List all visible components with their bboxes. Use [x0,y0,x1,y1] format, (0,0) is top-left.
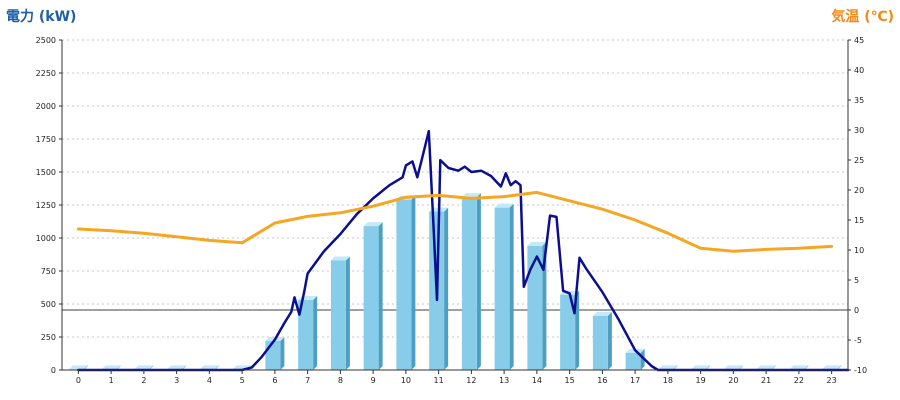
left-axis-tick-label: 0 [51,366,56,375]
left-axis-tick-label: 2500 [36,36,56,45]
x-axis-tick-label: 1 [109,376,114,385]
bar-top [527,241,547,246]
x-axis-tick-label: 17 [630,376,640,385]
bar-top [199,365,219,370]
x-axis-tick-label: 12 [466,376,476,385]
x-axis-tick-label: 10 [401,376,411,385]
left-axis-tick-label: 250 [41,333,56,342]
grid-layer [62,39,848,338]
bar-side [378,222,383,370]
bar-side [411,195,416,370]
bar [560,294,576,370]
bar [363,226,379,370]
bar-top [134,365,154,370]
bar [396,199,412,370]
right-axis-tick-label: -10 [854,366,867,375]
left-axis-tick-label: 1750 [36,135,56,144]
bar [592,315,608,370]
bar [265,340,281,370]
x-axis-tick-label: 4 [207,376,212,385]
x-axis-tick-label: 21 [761,376,771,385]
power-line [77,129,850,372]
bar-top [461,193,481,198]
bar [494,207,510,370]
left-axis-tick-label: 500 [41,300,56,309]
temperature-line [76,190,834,253]
x-axis-tick-label: 11 [434,376,444,385]
bar-top [658,365,678,370]
bar-side [345,256,350,370]
right-axis-tick-label: 25 [854,156,864,165]
left-axis-tick-label: 2250 [36,69,56,78]
bar-top [691,365,711,370]
bar-series [68,193,842,371]
bar-side [313,296,318,370]
x-axis-tick-label: 23 [827,376,837,385]
bar-top [494,203,514,208]
x-axis-tick-label: 22 [794,376,804,385]
x-axis-tick-label: 0 [76,376,81,385]
axes: 02505007501000125015001750200022502500-1… [36,36,867,385]
bar-top [789,365,809,370]
bar-top [363,222,383,227]
x-axis-tick-label: 8 [338,376,343,385]
bar-top [68,365,88,370]
bar-side [542,241,547,370]
x-axis-tick-label: 20 [728,376,738,385]
bar [298,300,314,370]
left-axis-tick-label: 2000 [36,102,56,111]
bar-side [575,290,580,370]
bar [461,197,477,370]
x-axis-tick-label: 13 [499,376,509,385]
bar [527,245,543,370]
x-axis-tick-label: 2 [141,376,146,385]
line-series [76,129,850,372]
bar-side [607,311,612,370]
x-axis-tick-label: 15 [565,376,575,385]
right-axis-tick-label: 45 [854,36,864,45]
left-axis-title: 電力 (kW) [6,8,76,25]
bar-side [476,193,481,370]
bar [625,352,641,370]
x-axis-tick-label: 14 [532,376,542,385]
bar-side [444,207,449,370]
bar-side [280,336,285,370]
right-axis-tick-label: -5 [854,336,862,345]
x-axis-tick-label: 3 [174,376,179,385]
left-axis-tick-label: 1000 [36,234,56,243]
right-axis-tick-label: 30 [854,126,864,135]
bar-top [101,365,121,370]
x-axis-tick-label: 18 [663,376,673,385]
right-axis-tick-label: 35 [854,96,864,105]
bar-side [640,348,645,370]
right-axis-tick-label: 5 [854,276,859,285]
x-axis-tick-label: 19 [696,376,706,385]
left-axis-tick-label: 750 [41,267,56,276]
bar-top [822,365,842,370]
right-axis-tick-label: 40 [854,66,864,75]
bar-top [756,365,776,370]
bar-top [330,256,350,261]
x-axis-tick-label: 9 [371,376,376,385]
x-axis-tick-label: 6 [272,376,277,385]
x-axis-tick-label: 7 [305,376,310,385]
right-axis-tick-label: 0 [854,306,859,315]
bar-side [509,203,514,370]
right-axis-tick-label: 20 [854,186,864,195]
right-axis-title: 気温 (℃) [831,8,894,25]
bar-top [723,365,743,370]
bar-top [167,365,187,370]
x-axis-tick-label: 5 [240,376,245,385]
right-axis-tick-label: 15 [854,216,864,225]
bar [330,260,346,370]
bar-top [592,311,612,316]
left-axis-tick-label: 1250 [36,201,56,210]
x-axis-tick-label: 16 [597,376,607,385]
left-axis-tick-label: 1500 [36,168,56,177]
right-axis-tick-label: 10 [854,246,864,255]
